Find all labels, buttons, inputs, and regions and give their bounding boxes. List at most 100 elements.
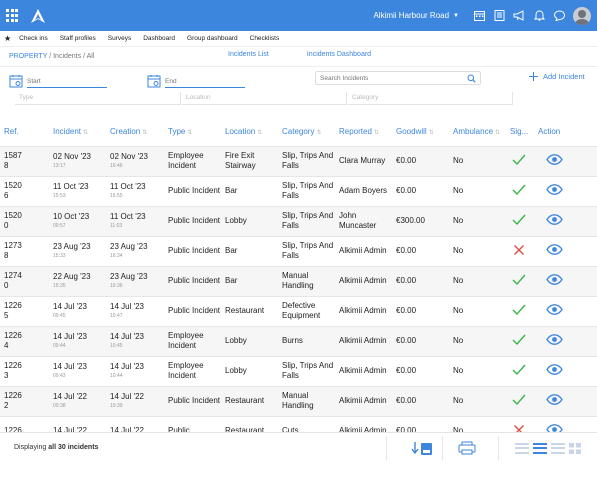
cell-creation: 14 Jul '23 10:45 xyxy=(106,326,164,357)
column-header-ambulance[interactable]: Ambulance ⇅ xyxy=(449,118,506,147)
breadcrumb-property[interactable]: PROPERTY xyxy=(9,53,48,60)
column-header-creation[interactable]: Creation ⇅ xyxy=(106,118,164,147)
table-row[interactable]: 1520 6 11 Oct '23 15:53 11 Oct '23 16:55 Publ… xyxy=(0,176,597,207)
breadcrumb-incidents[interactable]: Incidents xyxy=(53,53,82,60)
nav-item-group-dashboard[interactable]: Group dashboard xyxy=(187,35,238,42)
search-input[interactable] xyxy=(320,74,467,82)
end-date-input[interactable] xyxy=(165,76,245,88)
sort-icon[interactable]: ⇅ xyxy=(187,130,193,137)
column-header-label: Sig... xyxy=(510,127,529,137)
nav-item-check-ins[interactable]: Check ins xyxy=(19,35,48,42)
calendar-icon[interactable] xyxy=(473,10,485,22)
cell-type: Employee Incident xyxy=(164,326,221,357)
venue-selector[interactable]: Alkimii Harbour Road ▼ xyxy=(373,11,459,20)
cell-value: €0.00 xyxy=(396,366,417,375)
column-header-type[interactable]: Type ⇅ xyxy=(164,118,221,147)
sort-icon[interactable]: ⇅ xyxy=(373,130,379,137)
tab-incidents-list[interactable]: Incidents List xyxy=(228,51,269,58)
cell-value: Public Incident xyxy=(168,186,221,195)
sort-icon[interactable]: ⇅ xyxy=(495,130,501,137)
eye-icon[interactable] xyxy=(546,364,563,375)
column-header-goodwill[interactable]: Goodwill ⇅ xyxy=(392,118,449,147)
eye-icon[interactable] xyxy=(546,154,563,165)
cell-ambulance: No xyxy=(449,356,506,387)
table-row[interactable]: 1520 0 10 Oct '23 09:57 11 Oct '23 11:03 Publ… xyxy=(0,206,597,237)
sort-icon[interactable]: ⇅ xyxy=(142,130,148,137)
category-select[interactable]: Category xyxy=(348,92,513,105)
column-header-action[interactable]: Action xyxy=(534,118,597,147)
column-header-incident[interactable]: Incident ⇅ xyxy=(49,118,106,147)
nav-item-checklists[interactable]: Checklists xyxy=(249,35,280,42)
calendar-icon[interactable] xyxy=(147,74,161,88)
view-mode-comfortable[interactable] xyxy=(550,438,566,458)
filter-bar: Add Incident xyxy=(0,67,597,90)
cell-category: Burns xyxy=(278,326,335,357)
cell-value: Bar xyxy=(225,246,238,255)
sort-icon[interactable]: ⇅ xyxy=(257,130,263,137)
sort-icon[interactable]: ⇅ xyxy=(428,130,434,137)
table-row[interactable]: 1587 8 02 Nov '23 13:17 02 Nov '23 16:46 Empl… xyxy=(0,146,597,177)
cell-value: Restaurant xyxy=(225,426,265,435)
start-date-input[interactable] xyxy=(27,76,107,88)
check-icon xyxy=(512,154,526,165)
column-header-ref[interactable]: Ref. xyxy=(0,118,49,147)
download-csv-button[interactable] xyxy=(408,438,436,458)
eye-icon[interactable] xyxy=(546,394,563,405)
cell-value: €0.00 xyxy=(396,186,417,195)
cell-location: Restaurant xyxy=(221,386,278,417)
view-mode-list[interactable] xyxy=(532,438,548,458)
location-select[interactable]: Location xyxy=(182,92,347,105)
alkimii-logo[interactable] xyxy=(30,8,46,24)
chat-icon[interactable] xyxy=(553,10,565,22)
cell-ambulance: No xyxy=(449,326,506,357)
table-row[interactable]: 1226 5 14 Jul '23 09:45 14 Jul '23 10:47 Publ… xyxy=(0,296,597,327)
column-header-category[interactable]: Category ⇅ xyxy=(278,118,335,147)
app-grid-icon[interactable] xyxy=(6,8,20,23)
results-count: Displaying all 30 incidents xyxy=(14,444,98,451)
table-row[interactable]: 1274 0 22 Aug '23 15:35 23 Aug '23 16:36 Publ… xyxy=(0,266,597,297)
table-row[interactable]: 1226 4 14 Jul '23 09:44 14 Jul '23 10:45 Empl… xyxy=(0,326,597,357)
search-icon[interactable] xyxy=(467,74,476,83)
view-mode-compact[interactable] xyxy=(514,438,530,458)
table-row[interactable]: 1226 3 14 Jul '23 09:43 14 Jul '23 10:44 Empl… xyxy=(0,356,597,387)
table-row[interactable]: 1226 2 14 Jul '22 09:38 14 Jul '22 10:39 Publ… xyxy=(0,386,597,417)
cell-value: €0.00 xyxy=(396,276,417,285)
eye-icon[interactable] xyxy=(546,184,563,195)
view-mode-grid[interactable] xyxy=(567,438,583,458)
add-incident-button[interactable]: Add Incident xyxy=(529,72,585,81)
calendar-icon[interactable] xyxy=(9,74,23,88)
sort-icon[interactable]: ⇅ xyxy=(316,130,322,137)
nav-item-dashboard[interactable]: Dashboard xyxy=(143,35,176,42)
column-header-signed[interactable]: Sig... xyxy=(506,118,534,147)
nav-item-staff-profiles[interactable]: Staff profiles xyxy=(59,35,96,42)
eye-icon[interactable] xyxy=(546,244,563,255)
cell-time: 16:46 xyxy=(110,163,123,169)
cell-ref: 1226 5 xyxy=(0,296,49,327)
cell-type: Employee Incident xyxy=(164,146,221,177)
breadcrumb-separator: / xyxy=(47,53,54,60)
cell-value: Public Incident xyxy=(168,246,221,255)
column-header-reported[interactable]: Reported ⇅ xyxy=(335,118,392,147)
table-row[interactable]: 1273 8 23 Aug '23 15:33 23 Aug '23 16:34 Publ… xyxy=(0,236,597,267)
cell-reported: Alkimii Admin xyxy=(335,236,392,267)
column-header-label: Ambulance xyxy=(453,127,494,137)
column-header-location[interactable]: Location ⇅ xyxy=(221,118,278,147)
star-icon[interactable]: ★ xyxy=(4,34,12,43)
type-select[interactable]: Type xyxy=(15,92,181,105)
tab-incidents-dashboard[interactable]: Incidents Dashboard xyxy=(306,51,372,58)
eye-icon[interactable] xyxy=(546,214,563,225)
cell-time: 10:39 xyxy=(110,403,123,409)
print-button[interactable] xyxy=(456,438,478,458)
eye-icon[interactable] xyxy=(546,334,563,345)
nav-item-surveys[interactable]: Surveys xyxy=(107,35,132,42)
cell-incident: 02 Nov '23 13:17 xyxy=(49,146,106,177)
sort-icon[interactable]: ⇅ xyxy=(83,130,89,137)
eye-icon[interactable] xyxy=(546,274,563,285)
cell-value: Cuts xyxy=(282,426,299,435)
cell-reported: Adam Boyers xyxy=(335,176,392,207)
avatar[interactable] xyxy=(573,6,591,25)
megaphone-icon[interactable] xyxy=(513,10,525,22)
eye-icon[interactable] xyxy=(546,304,563,315)
bell-icon[interactable] xyxy=(533,10,545,22)
book-icon[interactable] xyxy=(493,10,505,22)
